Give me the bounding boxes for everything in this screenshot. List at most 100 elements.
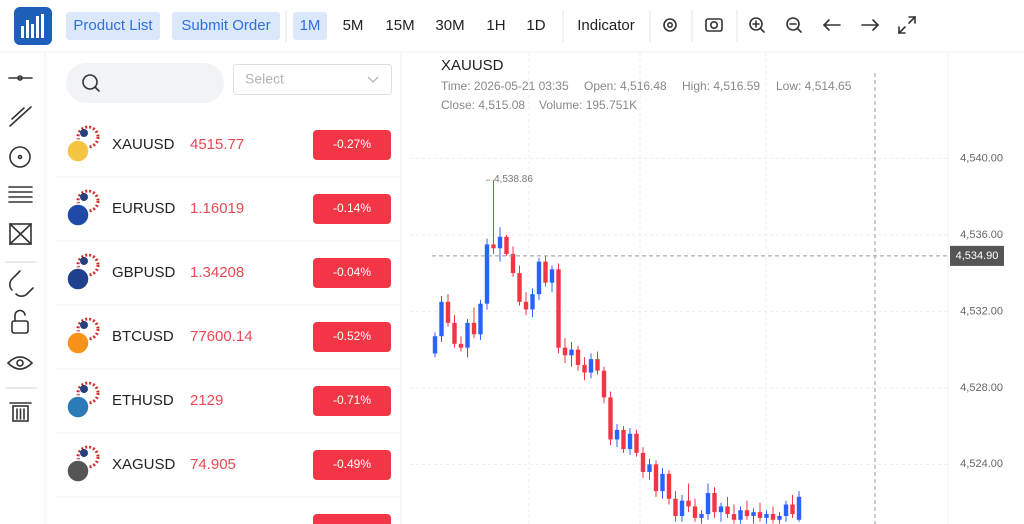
candle-body [718, 506, 724, 513]
price: 1.16019 [190, 200, 244, 217]
symbol: BTCUSD [112, 328, 174, 345]
candle-body [556, 269, 561, 348]
interval-active[interactable] [293, 12, 327, 40]
candle-body [497, 236, 503, 249]
product-list-label[interactable]: Product List [73, 17, 153, 34]
candle-body [569, 349, 574, 356]
chart: XAUUSD Time: 2026-05-21 03:35 Open: 4,51… [410, 53, 1004, 524]
select-placeholder[interactable]: Select [245, 71, 284, 87]
select-box[interactable] [233, 64, 392, 95]
candle-body [432, 336, 438, 354]
info-low: Low: 4,514.65 [776, 79, 852, 93]
chart-title: XAUUSD [441, 57, 504, 74]
watchlist-row[interactable]: GBPUSD 1.34208 -0.04% [56, 253, 401, 306]
visibility-tool[interactable] [6, 356, 34, 370]
pattern-tool[interactable] [9, 223, 32, 245]
change-badge [313, 130, 391, 160]
watchlist-row[interactable]: BTCUSD 77600.14 -0.52% [56, 317, 401, 370]
y-tick-label: 4,540.00 [960, 152, 1003, 164]
candle-body [796, 496, 802, 520]
watchlist-row[interactable]: ETHUSD 2129 -0.71% [56, 381, 401, 434]
indicator-button[interactable]: Indicator [577, 17, 635, 34]
candle-body [634, 433, 639, 453]
circle-tool[interactable] [9, 146, 31, 168]
candle-body [471, 322, 477, 335]
candle-body [465, 322, 470, 348]
candle-body [536, 261, 542, 295]
candle-body [666, 473, 672, 499]
interval-button[interactable]: 1D [526, 17, 545, 34]
candle-body [543, 261, 548, 283]
change: -0.71% [333, 393, 371, 407]
candle-body [770, 514, 776, 520]
candle-body [699, 514, 704, 518]
settings-icon[interactable] [663, 18, 677, 32]
watchlist-row[interactable]: XAUUSD 4515.77 -0.27% [56, 125, 401, 178]
change: -0.49% [333, 457, 371, 471]
candle-body [757, 512, 763, 518]
info-time: Time: 2026-05-21 03:35 [441, 79, 569, 93]
watchlist-row[interactable]: EURUSD 1.16019 -0.14% [56, 189, 401, 242]
fullscreen-icon[interactable] [898, 16, 916, 34]
candle-body [790, 504, 795, 515]
info-open: Open: 4,516.48 [584, 79, 667, 93]
y-tick-label: 4,532.00 [960, 305, 1003, 317]
search-box[interactable] [66, 63, 224, 103]
candle-body [692, 506, 698, 518]
select-arrow [367, 76, 379, 83]
interval-button[interactable]: 30M [435, 17, 464, 34]
flag-base [66, 203, 90, 227]
candle-body [484, 244, 490, 304]
change-badge [313, 322, 391, 352]
watchlist-rows: XAUUSD 4515.77 -0.27% EURUSD 1.16019 -0.14% GB… [56, 125, 401, 524]
info-volume: Volume: 195.751K [539, 98, 637, 112]
interval-button[interactable]: 1H [486, 17, 505, 34]
flag-base [66, 395, 90, 419]
candle-body [614, 429, 620, 440]
horizontal-line-tool[interactable] [8, 75, 33, 81]
candle-body [458, 343, 464, 348]
candle-body [744, 510, 750, 516]
candle-body [595, 359, 600, 371]
candle-body [673, 498, 678, 516]
change-badge [313, 386, 391, 416]
interval-button[interactable]: 5M [343, 17, 364, 34]
candle-body [783, 504, 789, 516]
zoom-in-icon[interactable] [749, 17, 765, 33]
candle-body [712, 493, 717, 513]
vertical-grid [528, 53, 767, 524]
magnet-tool[interactable] [9, 270, 34, 297]
candle-body [478, 303, 483, 335]
candle-body [523, 301, 529, 310]
flag-base [66, 331, 90, 355]
interval-button[interactable]: 15M [385, 17, 414, 34]
product-list-button[interactable] [66, 12, 160, 40]
flag-usd-canton [80, 193, 88, 201]
screenshot-icon[interactable] [705, 18, 723, 32]
trend-line-tool[interactable] [9, 106, 32, 127]
change-badge [313, 514, 391, 524]
submit-order-button[interactable] [172, 12, 280, 40]
fib-tool[interactable] [8, 186, 33, 203]
crosshair-price-box [950, 245, 1004, 266]
candle-body [601, 370, 607, 398]
delete-tool[interactable] [9, 402, 32, 422]
candle-body [445, 301, 451, 323]
lock-tool[interactable] [11, 309, 29, 334]
candle-body [725, 506, 730, 515]
price: 4515.77 [190, 136, 244, 153]
candle-body [660, 473, 665, 492]
candle-body [627, 433, 633, 450]
info-close: Close: 4,515.08 [441, 98, 525, 112]
price: 74.905 [190, 456, 236, 473]
flag-usd-canton [80, 449, 88, 457]
candle-body [738, 510, 743, 520]
interval-button[interactable]: 1M [300, 17, 321, 34]
scroll-left-icon[interactable] [822, 19, 841, 31]
submit-order-label[interactable]: Submit Order [181, 17, 270, 34]
flag-base [66, 267, 90, 291]
zoom-out-icon[interactable] [786, 17, 802, 33]
scroll-right-icon[interactable] [861, 19, 880, 31]
watchlist-row[interactable]: XAGUSD 74.905 -0.49% [56, 445, 401, 498]
flag-usd-canton [80, 129, 88, 137]
